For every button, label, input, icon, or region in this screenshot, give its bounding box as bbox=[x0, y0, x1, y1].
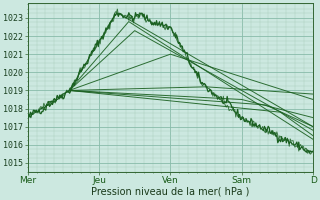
X-axis label: Pression niveau de la mer( hPa ): Pression niveau de la mer( hPa ) bbox=[91, 187, 250, 197]
